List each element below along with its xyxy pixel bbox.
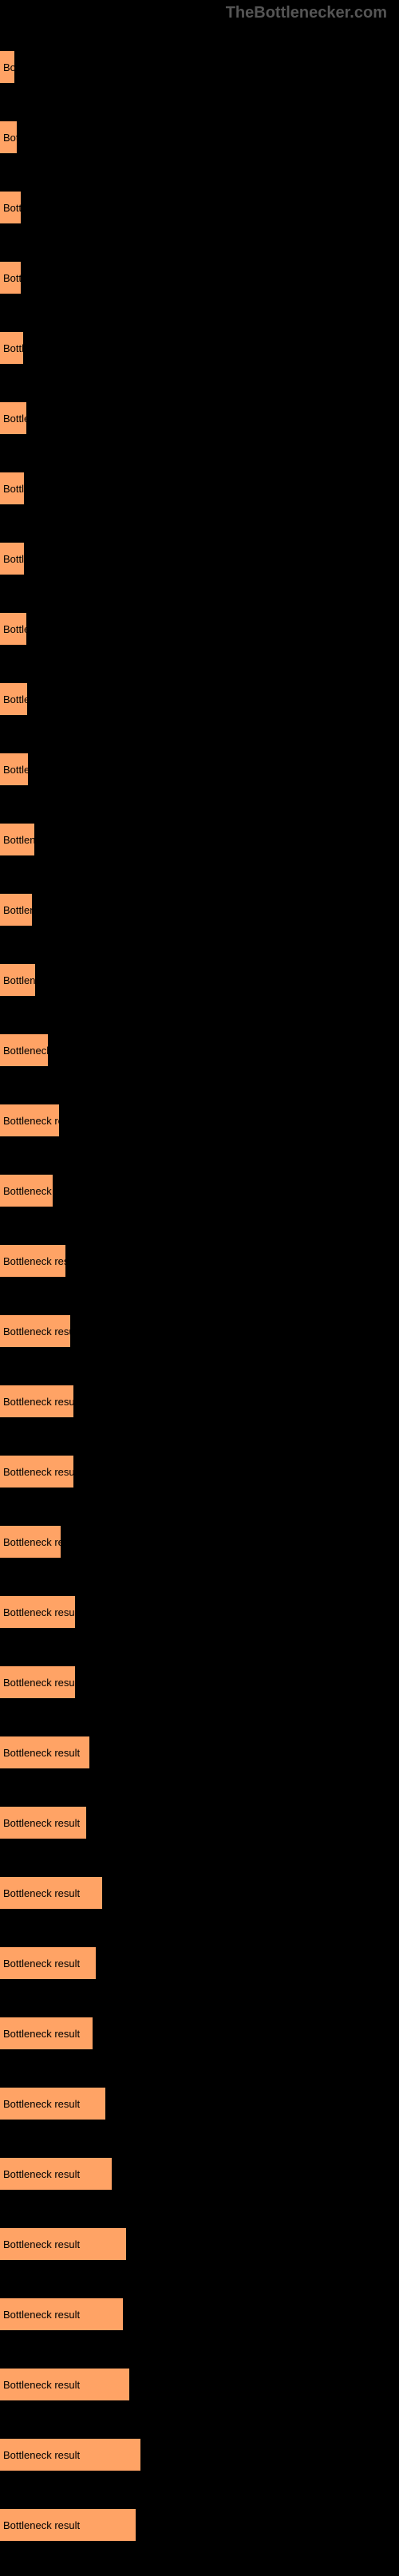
- bar: Bottle: [0, 683, 27, 715]
- bar-row: Bottleneck result: [0, 1998, 399, 2068]
- bar-row: Bottleneck result: [0, 2209, 399, 2279]
- bar: Bottleneck result: [0, 1596, 75, 1628]
- bar-row: Bottleneck result: [0, 2139, 399, 2209]
- bar-row: Bottlene: [0, 945, 399, 1015]
- bar: Bottleneck resu: [0, 1526, 61, 1558]
- bar-row: Bottleneck re: [0, 1156, 399, 1226]
- bar-row: Bottleneck result: [0, 1858, 399, 1928]
- bar-row: Bottl: [0, 523, 399, 594]
- bar-row: Bottleneck result: [0, 1366, 399, 1436]
- bar-row: Bottleneck resu: [0, 1507, 399, 1577]
- bar: Bottlene: [0, 824, 34, 855]
- bar: Bottleneck result: [0, 2509, 136, 2541]
- bar: Bottleneck result: [0, 2017, 93, 2049]
- bar-row: Bottleneck result: [0, 1717, 399, 1788]
- bar: Bottleneck resu: [0, 1104, 59, 1136]
- bar-row: Bottle: [0, 664, 399, 734]
- bar: Bottleneck result: [0, 1666, 75, 1698]
- bar: Bottleneck result: [0, 1736, 89, 1768]
- bar: Bottleneck result: [0, 1385, 73, 1417]
- bar: Bottleneck result: [0, 1315, 70, 1347]
- bar: Bottleneck result: [0, 2158, 112, 2190]
- bar-row: Bottl: [0, 453, 399, 523]
- bar-row: Bottlene: [0, 804, 399, 875]
- bar-row: Bottleneck result: [0, 2349, 399, 2420]
- bar: Bottleneck result: [0, 1807, 86, 1839]
- bar: Bottleneck result: [0, 2439, 140, 2471]
- bar-chart: Bo Bot Bott Bott Bottl Bottle Bottl Bottl Bottle…: [0, 0, 399, 2576]
- bar: Bottl: [0, 543, 24, 575]
- bar-row: Bottle: [0, 383, 399, 453]
- bar-row: Bottleneck result: [0, 1436, 399, 1507]
- bar-row: Bo: [0, 32, 399, 102]
- bar-row: Bottleneck result: [0, 2279, 399, 2349]
- bar-row: Bott: [0, 243, 399, 313]
- bar: Bot: [0, 121, 17, 153]
- bar-row: Bottleneck result: [0, 1647, 399, 1717]
- bar: Bottleneck result: [0, 1877, 102, 1909]
- bar-row: Bott: [0, 172, 399, 243]
- bar: Bottleneck result: [0, 1245, 65, 1277]
- bar-row: Bottleneck result: [0, 1788, 399, 1858]
- bar: Bottleneck result: [0, 2298, 123, 2330]
- bar: Bottleneck result: [0, 2228, 126, 2260]
- bar-row: Bottleneck result: [0, 1928, 399, 1998]
- bar: Bottle: [0, 402, 26, 434]
- bar: Bottleneck result: [0, 2369, 129, 2400]
- bar: Bottle: [0, 613, 26, 645]
- bar-row: Bottleneck r: [0, 1015, 399, 1085]
- bar: Bottl: [0, 332, 23, 364]
- bar: Bottlene: [0, 964, 35, 996]
- bar: Bott: [0, 262, 21, 294]
- bar-row: Bottleneck result: [0, 2490, 399, 2560]
- bar-row: Bottlen: [0, 875, 399, 945]
- bar: Bo: [0, 51, 14, 83]
- bar: Bottleneck result: [0, 1456, 73, 1488]
- bar: Bottlen: [0, 894, 32, 926]
- bar: Bottleneck result: [0, 1947, 96, 1979]
- bar: Bottleneck r: [0, 1034, 48, 1066]
- bar: Bottle: [0, 753, 28, 785]
- bar-row: Bottl: [0, 313, 399, 383]
- bar-row: Bot: [0, 102, 399, 172]
- bar-row: Bottleneck result: [0, 1577, 399, 1647]
- bar-row: Bottleneck result: [0, 2068, 399, 2139]
- bar-row: Bottleneck resu: [0, 1085, 399, 1156]
- bar: Bottl: [0, 472, 24, 504]
- bar: Bottleneck re: [0, 1175, 53, 1207]
- bar-row: Bottle: [0, 734, 399, 804]
- bar-row: Bottleneck result: [0, 1296, 399, 1366]
- watermark-text: TheBottlenecker.com: [226, 4, 387, 22]
- bar-row: Bottleneck result: [0, 1226, 399, 1296]
- bar: Bottleneck result: [0, 2088, 105, 2120]
- bar: Bott: [0, 192, 21, 223]
- bar-row: Bottleneck result: [0, 2420, 399, 2490]
- bar-row: Bottle: [0, 594, 399, 664]
